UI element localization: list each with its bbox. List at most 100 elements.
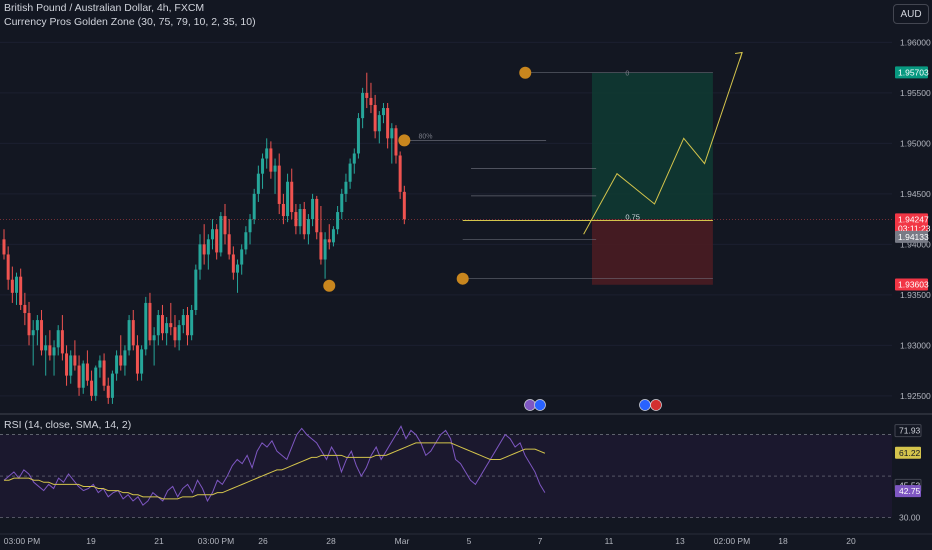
level-label-075: 0.75 [625,213,640,222]
time-tick-label: 21 [154,536,164,546]
candle-body [85,363,89,381]
candle-body [123,350,127,366]
rsi-tick-label: 71.93 [899,426,921,436]
candle-body [119,355,123,366]
candle-body [402,191,406,220]
candle-body [2,239,6,255]
candle-body [277,165,281,204]
candle-body [148,302,152,341]
candle-body [281,203,285,217]
candle-body [40,320,44,351]
time-tick-label: Mar [395,536,410,546]
event-icon [524,399,536,411]
indicator-title[interactable]: Currency Pros Golden Zone (30, 75, 79, 1… [4,16,256,28]
candle-body [219,216,223,253]
swing-marker [323,279,336,292]
price-tick-label: 1.93000 [900,340,931,350]
stop-loss-zone [591,219,713,285]
candle-body [23,304,27,314]
rsi-tick-label: 30.00 [899,513,921,523]
candle-body [115,355,119,374]
candle-body [98,360,102,368]
candle-body [144,302,148,350]
candle-body [244,232,248,250]
candle-body [202,244,206,255]
rsi-sma-line [4,442,546,500]
candle-body [152,335,156,341]
candle-body [369,97,373,106]
time-tick-label: 19 [86,536,96,546]
candle-body [106,385,110,398]
candle-body [194,269,198,310]
price-tick-label: 1.95000 [900,138,931,148]
take-profit-zone [591,72,713,220]
candle-body [386,108,390,139]
candle-body [31,330,35,336]
price-grid [0,41,892,397]
candle-body [223,216,227,235]
candle-body [56,330,60,348]
price-tick-label: 1.92500 [900,391,931,401]
rsi-tag [894,424,922,438]
rsi-tick-label: 61.22 [899,448,921,458]
price-tag [895,230,928,243]
candle-body [298,209,302,227]
time-tick-label: 26 [258,536,268,546]
candle-body [181,315,185,326]
candle-body [261,158,265,174]
currency-button[interactable]: AUD [893,4,929,24]
price-tag-label: 1.94133 [898,232,929,242]
swing-marker [456,272,469,285]
candle-body [373,105,377,132]
candle-body [177,325,181,341]
candle-body [256,173,260,194]
candle-body [319,232,323,260]
level-label-0: 0 [625,71,629,78]
rsi-title[interactable]: RSI (14, close, SMA, 14, 2) [4,419,132,431]
price-tick-label: 1.94000 [900,239,931,249]
candle-body [10,279,14,293]
candle-body [352,153,356,164]
time-tick-label: 28 [326,536,336,546]
candle-body [336,212,340,230]
price-tick-label: 1.93500 [900,290,931,300]
candle-body [135,345,139,374]
candle-body [169,323,173,328]
candle-body [294,212,298,227]
candle-body [248,219,252,233]
candle-body [69,355,73,376]
candle-body [365,92,369,98]
candle-body [348,163,352,182]
candle-body [215,229,219,253]
economic-events[interactable] [524,399,662,411]
symbol-title[interactable]: British Pound / Australian Dollar, 4h, F… [4,2,205,14]
time-tick-label: 13 [675,536,685,546]
price-tick-label: 1.94500 [900,189,931,199]
candle-body [361,92,365,119]
swing-marker [519,66,532,79]
level-label-80: 80% [418,133,432,140]
candle-body [131,320,135,346]
candle-body [90,380,94,396]
candle-body [356,118,360,154]
candle-body [140,349,144,374]
time-tick-label: 20 [846,536,856,546]
candle-body [269,148,273,172]
candle-body [198,244,202,270]
candle-body [331,229,335,243]
rsi-tag [895,446,921,459]
candle-body [60,330,64,354]
time-tick-label: 11 [605,536,614,546]
candle-body [102,360,106,386]
candle-body [160,315,164,334]
candle-body [286,181,290,217]
time-tick-label: 02:00 PM [714,536,750,546]
time-axis: 03:00 PM 19 21 03:00 PM 26 28 Mar 5 7 11 13 02:00 P… [0,533,932,546]
candle-body [240,249,244,265]
price-tag-label: 1.93603 [898,279,929,289]
price-axis: 1.96000 1.95500 1.95000 1.94500 1.94000 1.935… [895,37,931,401]
candle-body [165,323,169,334]
rsi-pane [0,425,892,518]
price-tag-label: 03:11:23 [898,223,931,233]
